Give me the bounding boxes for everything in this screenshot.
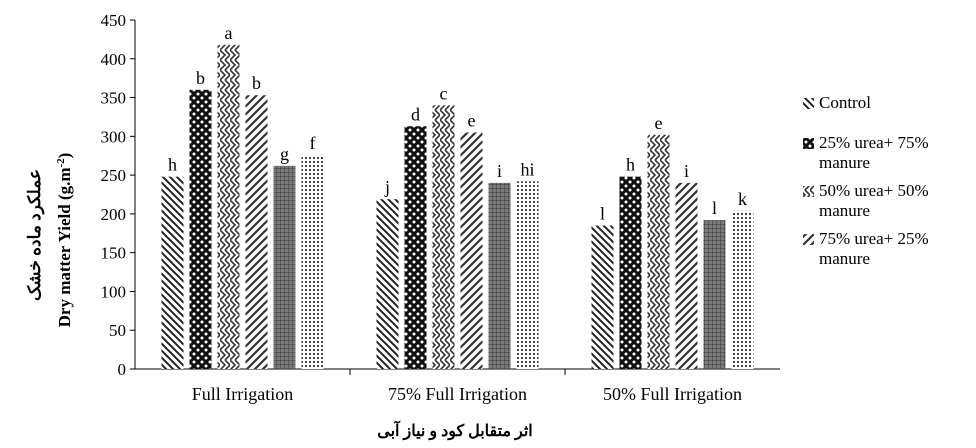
legend-swatch xyxy=(803,186,814,197)
legend-label: 50% urea+ 50% xyxy=(819,181,929,200)
y-axis-label-persian: عملکرد ماده خشک xyxy=(25,169,45,301)
significance-letter: g xyxy=(280,144,289,164)
bar xyxy=(488,182,511,369)
legend-label: manure xyxy=(819,249,870,268)
significance-letter: i xyxy=(497,161,502,181)
bar xyxy=(404,126,427,369)
y-axis-label: Dry matter Yield (g.m-2) xyxy=(55,153,74,328)
bar xyxy=(675,182,698,369)
significance-letter: c xyxy=(440,83,448,103)
bar xyxy=(703,220,726,369)
legend-label: Control xyxy=(819,93,871,112)
x-axis-label: اثر متقابل کود و نیاز آبی xyxy=(377,419,533,441)
bar xyxy=(647,134,670,369)
significance-letter: a xyxy=(225,23,233,43)
y-tick-label: 300 xyxy=(101,127,127,146)
significance-letter: d xyxy=(411,104,420,124)
y-tick-label: 250 xyxy=(101,166,127,185)
significance-letter: e xyxy=(468,110,476,130)
axes: 0 50 100 150 200 250 300 350 400 450 Full Irrigati… xyxy=(101,11,780,404)
legend-swatch xyxy=(803,98,814,109)
significance-letter: k xyxy=(738,189,747,209)
y-tick-label: 150 xyxy=(101,244,127,263)
significance-letter: j xyxy=(384,177,390,197)
significance-letter: h xyxy=(168,155,177,175)
bars xyxy=(161,44,754,370)
bar xyxy=(619,176,642,369)
legend-label: manure xyxy=(819,201,870,220)
y-tick-label: 200 xyxy=(101,205,127,224)
bar xyxy=(376,199,399,369)
x-tick-label: 75% Full Irrigation xyxy=(388,384,527,404)
y-axis-label-exponent: -2 xyxy=(55,158,67,168)
bar xyxy=(217,44,240,369)
significance-letter: l xyxy=(600,204,605,224)
significance-letter: b xyxy=(196,68,205,88)
legend-swatch xyxy=(803,234,814,245)
bar xyxy=(273,165,296,369)
y-axis-label-close: ) xyxy=(55,153,74,159)
y-tick-label: 450 xyxy=(101,11,127,30)
significance-letter: e xyxy=(655,113,663,133)
legend-swatch xyxy=(803,138,814,149)
legend-label: 75% urea+ 25% xyxy=(819,229,929,248)
significance-letter: hi xyxy=(520,159,534,179)
x-tick-label: 50% Full Irrigation xyxy=(603,384,742,404)
significance-letter: h xyxy=(626,155,635,175)
significance-letter: f xyxy=(310,133,316,153)
y-tick-label: 0 xyxy=(118,360,127,379)
bar xyxy=(189,89,212,370)
bar xyxy=(591,225,614,369)
y-tick-label: 350 xyxy=(101,89,127,108)
bar xyxy=(161,176,184,369)
bar xyxy=(731,210,754,369)
bar xyxy=(516,181,539,369)
significance-letter: i xyxy=(684,161,689,181)
bar xyxy=(245,95,268,370)
legend-label: 25% urea+ 75% xyxy=(819,133,929,152)
y-tick-label: 400 xyxy=(101,50,127,69)
bar xyxy=(301,154,324,369)
significance-letter: l xyxy=(712,198,717,218)
bar xyxy=(460,132,483,369)
significance-letter: b xyxy=(252,73,261,93)
y-tick-label: 100 xyxy=(101,282,127,301)
x-tick-label: Full Irrigation xyxy=(192,384,294,404)
y-axis-label-main: Dry matter Yield (g.m xyxy=(55,167,74,327)
bar xyxy=(432,105,455,370)
y-tick-label: 50 xyxy=(109,321,126,340)
legend-label: manure xyxy=(819,153,870,172)
